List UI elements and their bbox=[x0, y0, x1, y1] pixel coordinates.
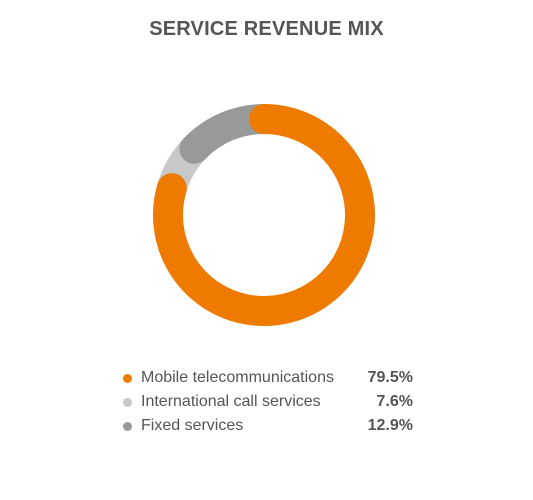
legend-value: 12.9% bbox=[367, 417, 413, 434]
donut-chart bbox=[153, 104, 375, 326]
legend-dot-icon bbox=[123, 398, 132, 407]
slice-mobile-telecommunications bbox=[153, 104, 375, 326]
legend-item-international-call-services: International call services 7.6% bbox=[123, 390, 413, 414]
legend-item-fixed-services: Fixed services 12.9% bbox=[123, 414, 413, 438]
legend-label: International call services bbox=[141, 393, 321, 410]
legend-value: 7.6% bbox=[376, 393, 413, 410]
legend-dot-icon bbox=[123, 422, 132, 431]
legend-item-mobile-telecommunications: Mobile telecommunications 79.5% bbox=[123, 366, 413, 390]
legend-label: Mobile telecommunications bbox=[141, 369, 334, 386]
chart-title: SERVICE REVENUE MIX bbox=[149, 18, 384, 40]
legend-label: Fixed services bbox=[141, 417, 244, 434]
legend-value: 79.5% bbox=[367, 369, 413, 386]
legend: Mobile telecommunications 79.5% Internat… bbox=[123, 366, 413, 438]
legend-dot-icon bbox=[123, 374, 132, 383]
